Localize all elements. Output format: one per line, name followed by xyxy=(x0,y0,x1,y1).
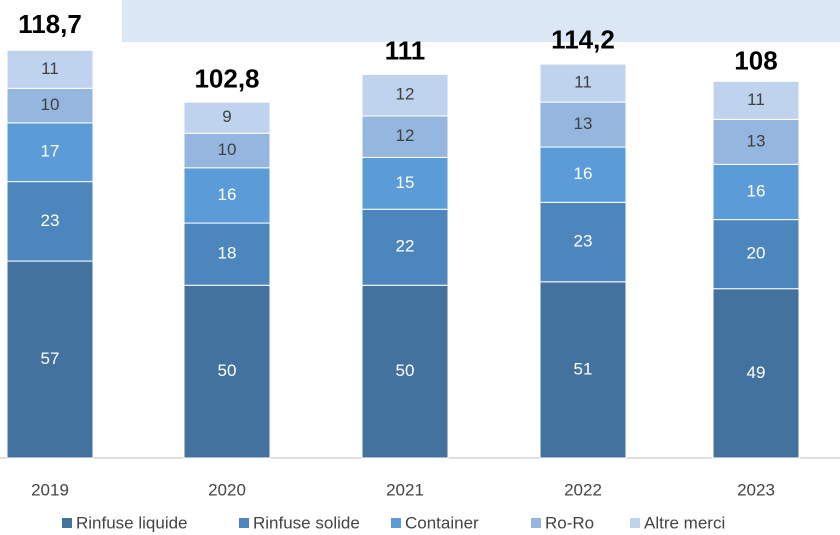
bar-segment xyxy=(183,222,271,286)
x-tick-label: 2022 xyxy=(564,480,602,499)
bar-segment xyxy=(361,156,449,210)
segment-label: 11 xyxy=(41,59,59,78)
segment-label: 17 xyxy=(41,142,60,161)
legend-label: Rinfuse liquide xyxy=(76,513,188,532)
bar-segment xyxy=(6,87,94,124)
legend-label: Ro-Ro xyxy=(545,513,594,532)
x-tick-label: 2021 xyxy=(386,480,424,499)
segment-label: 16 xyxy=(574,164,593,183)
bar-segment xyxy=(6,181,94,262)
segment-label: 12 xyxy=(396,85,415,104)
total-label: 114,2 xyxy=(551,24,615,54)
legend-swatch xyxy=(62,518,72,528)
segment-label: 13 xyxy=(747,131,766,150)
bar-segment xyxy=(712,80,800,120)
bar-segment xyxy=(6,260,94,459)
segment-label: 49 xyxy=(747,363,766,382)
segment-label: 16 xyxy=(218,185,237,204)
legend-swatch xyxy=(391,518,401,528)
bar-segment xyxy=(712,219,800,290)
legend-label: Container xyxy=(405,513,479,532)
bar-segment xyxy=(539,63,627,103)
segment-label: 12 xyxy=(396,126,415,145)
segment-label: 13 xyxy=(574,114,593,133)
segment-label: 15 xyxy=(396,173,415,192)
bar-segment xyxy=(712,288,800,459)
bar-segment xyxy=(183,167,271,224)
bar-segment xyxy=(183,284,271,459)
segment-label: 20 xyxy=(747,244,766,263)
legend-label: Rinfuse solide xyxy=(253,513,360,532)
bar-segment xyxy=(183,132,271,169)
bar-segment xyxy=(539,101,627,148)
x-tick-label: 2023 xyxy=(737,480,775,499)
segment-label: 11 xyxy=(747,90,765,109)
title-banner xyxy=(122,0,840,42)
segment-label: 18 xyxy=(218,244,237,263)
total-label: 102,8 xyxy=(194,64,259,94)
segment-label: 57 xyxy=(41,349,60,368)
x-tick-label: 2019 xyxy=(31,480,69,499)
segment-label: 9 xyxy=(222,107,231,126)
segment-label: 11 xyxy=(574,73,592,92)
segment-label: 10 xyxy=(41,95,60,114)
segment-label: 22 xyxy=(396,237,415,256)
bar-segment xyxy=(361,115,449,158)
legend-swatch xyxy=(239,518,249,528)
bar-segment xyxy=(539,146,627,203)
segment-label: 50 xyxy=(396,361,415,380)
segment-label: 23 xyxy=(41,211,60,230)
bar-segment xyxy=(361,73,449,117)
bar-segment xyxy=(712,163,800,221)
total-label: 111 xyxy=(385,35,426,65)
bar-segment xyxy=(183,101,271,134)
x-tick-label: 2020 xyxy=(208,480,246,499)
legend-swatch xyxy=(531,518,541,528)
segment-label: 51 xyxy=(574,359,593,378)
legend-swatch xyxy=(630,518,640,528)
segment-label: 16 xyxy=(747,181,766,200)
segment-label: 10 xyxy=(218,140,237,159)
total-label: 108 xyxy=(734,46,777,76)
legend-label: Altre merci xyxy=(644,513,725,532)
bar-segment xyxy=(6,49,94,89)
bar-segment xyxy=(361,208,449,286)
total-label: 118,7 xyxy=(18,9,82,39)
segment-label: 50 xyxy=(218,361,237,380)
bar-segment xyxy=(361,284,449,459)
bar-segment xyxy=(539,281,627,459)
segment-label: 23 xyxy=(574,232,593,251)
bar-segment xyxy=(539,201,627,283)
